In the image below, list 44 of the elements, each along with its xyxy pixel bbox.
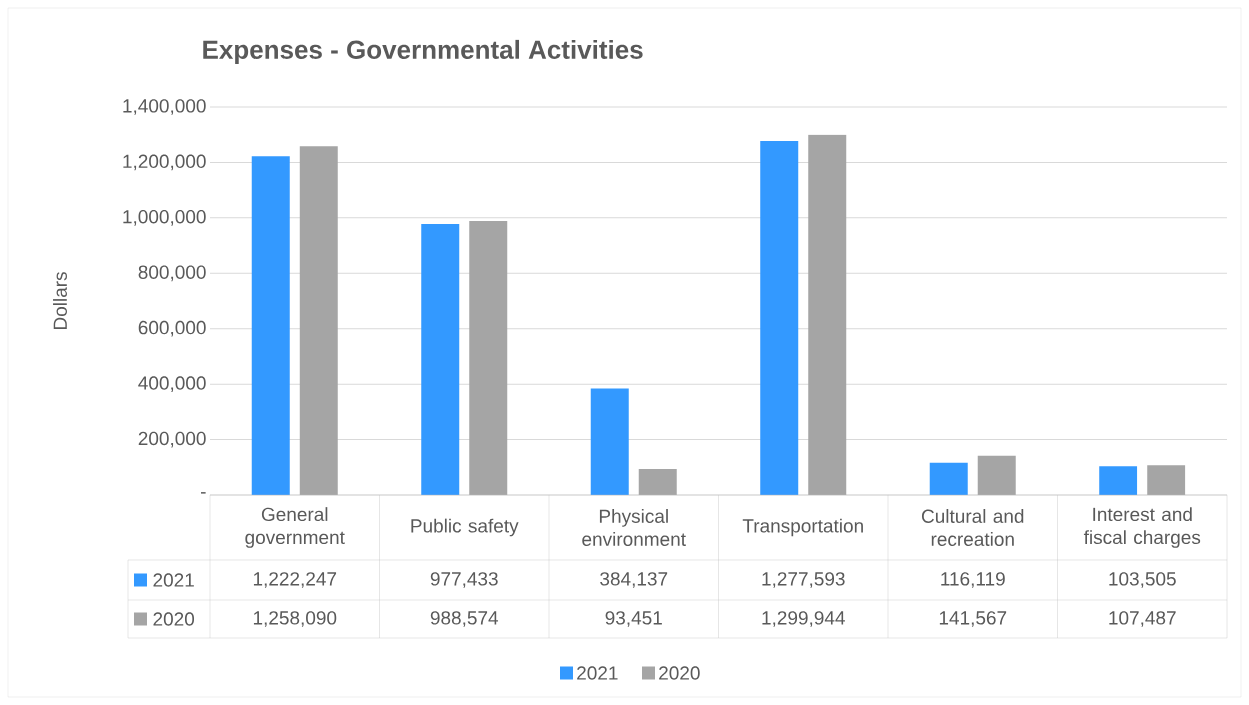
bar — [469, 221, 508, 495]
data-label: 141,567 — [939, 611, 1007, 627]
y-tick-label: 1,400,000 — [123, 99, 206, 115]
x-tick-label: Transportation — [742, 518, 863, 537]
chart-title: Expenses - Governmental Activities — [203, 39, 643, 65]
bar — [760, 140, 799, 495]
legend-label: 2020 — [153, 612, 195, 626]
data-label: 107,487 — [1109, 611, 1176, 627]
data-label: 1,222,247 — [253, 572, 337, 588]
text: 2021 — [577, 666, 618, 680]
data-label: 1,258,090 — [253, 611, 337, 627]
data-label: 1,277,593 — [762, 572, 845, 588]
y-tick-label: 600,000 — [138, 320, 206, 337]
x-tick-label: Physical environment — [582, 509, 686, 546]
bar — [251, 156, 290, 495]
y-tick-label: 1,000,000 — [123, 210, 206, 226]
bar — [1099, 466, 1138, 495]
x-tick-label: Cultural and recreation — [921, 509, 1024, 546]
bar — [1147, 465, 1186, 495]
data-label: 988,574 — [430, 611, 499, 627]
bar — [977, 455, 1016, 495]
data-label: 977,433 — [430, 572, 498, 588]
data-label: 1,299,944 — [762, 611, 845, 627]
y-tick-label: 1,200,000 — [123, 154, 206, 171]
x-tick-label: Interest and fiscal charges — [1083, 507, 1201, 548]
data-label: 116,119 — [941, 572, 1005, 588]
x-tick-label: Public safety — [411, 518, 519, 537]
data-label: 384,137 — [600, 572, 668, 588]
bar — [638, 469, 677, 495]
legend-label: 2021 — [153, 573, 194, 587]
x-tick-label: General government — [245, 507, 345, 548]
bar — [299, 146, 338, 495]
bar — [590, 388, 629, 495]
text: 2020 — [659, 666, 700, 680]
data-label: 93,451 — [605, 611, 662, 627]
bar — [421, 224, 460, 495]
bar — [929, 462, 968, 495]
y-axis-title: Dollars — [53, 272, 67, 330]
y-tick-label: 400,000 — [138, 376, 206, 392]
data-label: 103,505 — [1109, 572, 1176, 588]
y-tick-label: 200,000 — [138, 431, 206, 448]
y-tick-label: 800,000 — [138, 265, 206, 282]
bar — [808, 134, 847, 495]
y-tick-label: - — [200, 492, 206, 494]
